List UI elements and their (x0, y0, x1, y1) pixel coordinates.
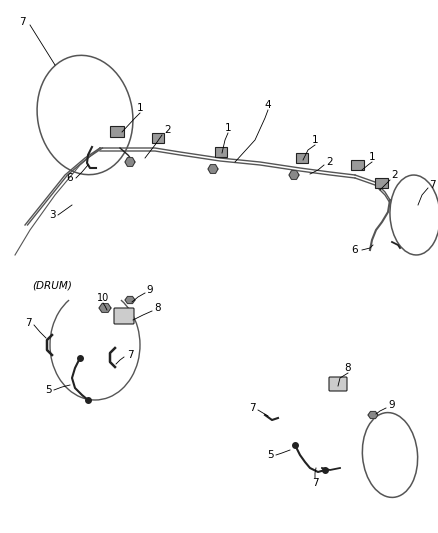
Text: 1: 1 (225, 123, 231, 133)
FancyBboxPatch shape (215, 147, 227, 157)
Text: 6: 6 (352, 245, 358, 255)
Text: (DRUM): (DRUM) (32, 280, 72, 290)
Text: 7: 7 (19, 17, 25, 27)
Polygon shape (99, 304, 111, 312)
Polygon shape (125, 296, 135, 303)
FancyBboxPatch shape (110, 126, 124, 137)
Text: 8: 8 (155, 303, 161, 313)
FancyBboxPatch shape (375, 178, 388, 188)
Text: 2: 2 (165, 125, 171, 135)
FancyBboxPatch shape (329, 377, 347, 391)
Text: 1: 1 (312, 135, 318, 145)
Text: 4: 4 (265, 100, 271, 110)
FancyBboxPatch shape (296, 153, 308, 163)
Text: 6: 6 (67, 173, 73, 183)
Text: 2: 2 (392, 170, 398, 180)
Polygon shape (368, 411, 378, 418)
Text: 5: 5 (267, 450, 273, 460)
Polygon shape (125, 158, 135, 166)
Text: 9: 9 (389, 400, 396, 410)
FancyBboxPatch shape (351, 160, 364, 170)
Text: 1: 1 (369, 152, 375, 162)
Text: 7: 7 (429, 180, 435, 190)
Text: 7: 7 (25, 318, 31, 328)
Polygon shape (208, 165, 218, 173)
Text: 8: 8 (345, 363, 351, 373)
Text: 5: 5 (45, 385, 51, 395)
Text: 1: 1 (137, 103, 143, 113)
Text: 3: 3 (49, 210, 55, 220)
FancyBboxPatch shape (152, 133, 164, 143)
Text: 9: 9 (147, 285, 153, 295)
Text: 7: 7 (249, 403, 255, 413)
Polygon shape (289, 171, 299, 179)
Text: 10: 10 (97, 293, 109, 303)
Text: 7: 7 (127, 350, 133, 360)
FancyBboxPatch shape (114, 308, 134, 324)
Text: 7: 7 (312, 478, 318, 488)
Text: 2: 2 (327, 157, 333, 167)
